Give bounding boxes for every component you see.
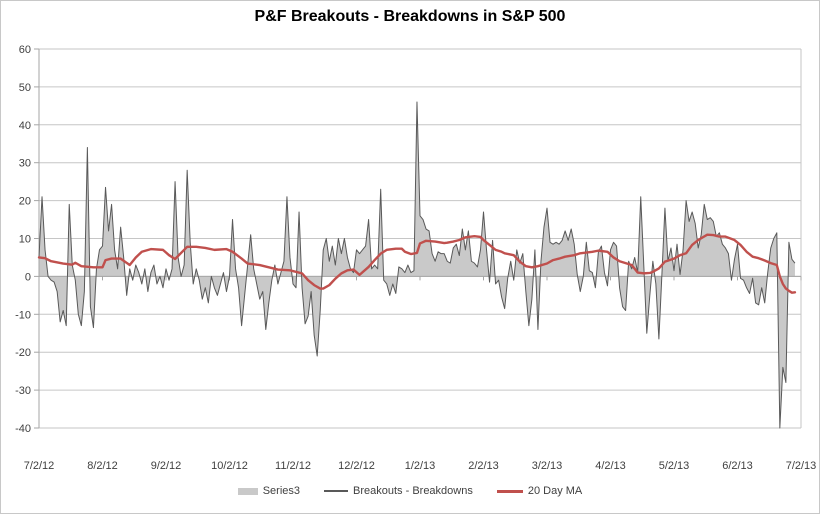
x-tick-label: 4/2/13 xyxy=(595,460,626,472)
ma-line-swatch-icon xyxy=(496,489,523,493)
y-tick-label: 30 xyxy=(19,158,31,170)
line-swatch-icon xyxy=(324,490,349,492)
y-tick-label: -40 xyxy=(15,423,31,435)
series3-area xyxy=(39,102,795,428)
legend-label: Breakouts - Breakdowns xyxy=(353,485,473,497)
x-tick-label: 7/2/12 xyxy=(24,460,55,472)
legend-item-series3: Series3 xyxy=(237,485,301,497)
x-tick-label: 2/2/13 xyxy=(468,460,499,472)
y-tick-label: 60 xyxy=(19,44,31,56)
x-tick-label: 1/2/13 xyxy=(405,460,436,472)
x-tick-label: 6/2/13 xyxy=(722,460,753,472)
ma20-line xyxy=(37,233,797,294)
y-tick-label: -30 xyxy=(15,385,31,397)
y-tick-label: -20 xyxy=(15,347,31,359)
x-tick-label: 12/2/12 xyxy=(338,460,375,472)
legend-label: Series3 xyxy=(262,485,301,497)
legend-item-20-day-ma: 20 Day MA xyxy=(496,485,583,497)
x-tick-label: 5/2/13 xyxy=(659,460,690,472)
y-tick-label: 50 xyxy=(19,82,31,94)
area-swatch-icon xyxy=(237,487,258,495)
x-tick-label: 3/2/13 xyxy=(532,460,563,472)
legend-item-breakouts-breakdowns: Breakouts - Breakdowns xyxy=(324,485,473,497)
x-tick-label: 8/2/12 xyxy=(87,460,118,472)
x-tick-label: 10/2/12 xyxy=(211,460,248,472)
y-tick-label: 0 xyxy=(25,271,31,283)
y-tick-label: -10 xyxy=(15,309,31,321)
x-tick-label: 11/2/12 xyxy=(275,460,311,472)
x-tick-label: 9/2/12 xyxy=(151,460,182,472)
y-tick-label: 20 xyxy=(19,196,31,208)
x-tick-label: 7/2/13 xyxy=(786,460,817,472)
chart-title: P&F Breakouts - Breakdowns in S&P 500 xyxy=(254,8,566,25)
legend-label: 20 Day MA xyxy=(527,485,583,497)
y-tick-label: 40 xyxy=(19,120,31,132)
chart-legend: Series3 Breakouts - Breakdowns 20 Day MA xyxy=(1,481,819,501)
breakouts-breakdowns-line xyxy=(38,101,796,429)
y-tick-label: 10 xyxy=(19,234,31,246)
